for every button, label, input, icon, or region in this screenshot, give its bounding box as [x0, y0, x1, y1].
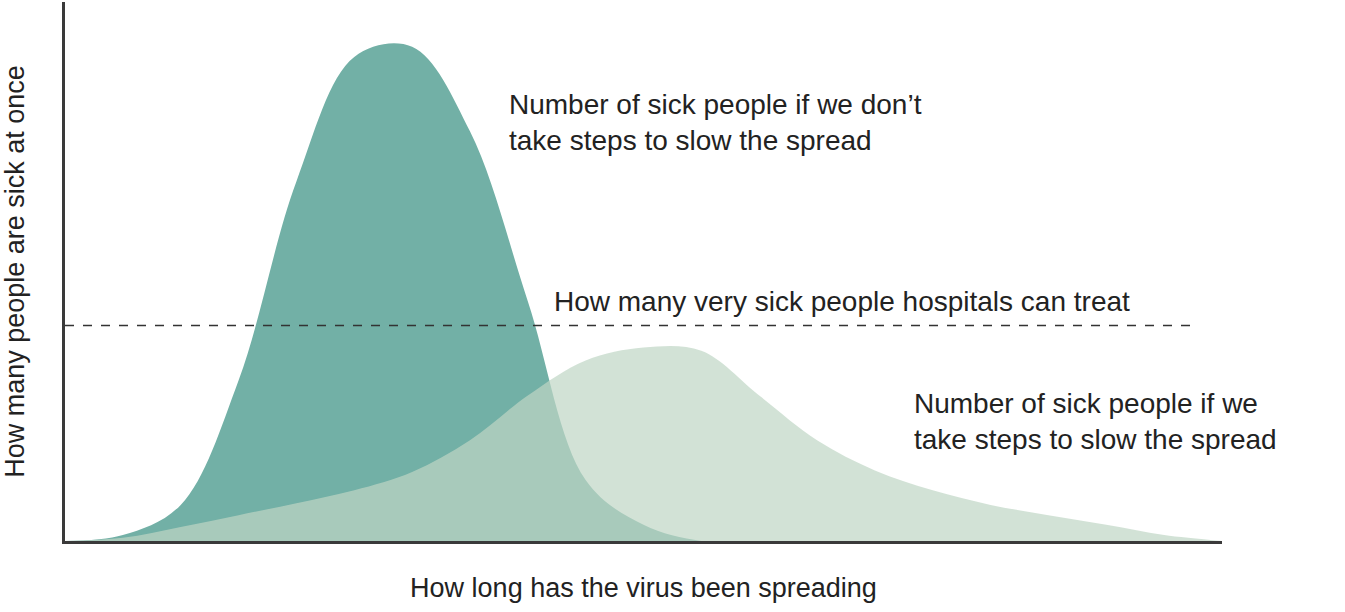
svg-text:Number of sick people if we do: Number of sick people if we don’ttake st… — [509, 89, 922, 156]
svg-text:Number of sick people if wetak: Number of sick people if wetake steps to… — [914, 388, 1277, 455]
svg-text:How many very sick people hosp: How many very sick people hospitals can … — [554, 286, 1130, 317]
svg-text:How long has the virus been sp: How long has the virus been spreading — [410, 573, 877, 603]
svg-text:How many people are sick at on: How many people are sick at once — [0, 65, 30, 478]
